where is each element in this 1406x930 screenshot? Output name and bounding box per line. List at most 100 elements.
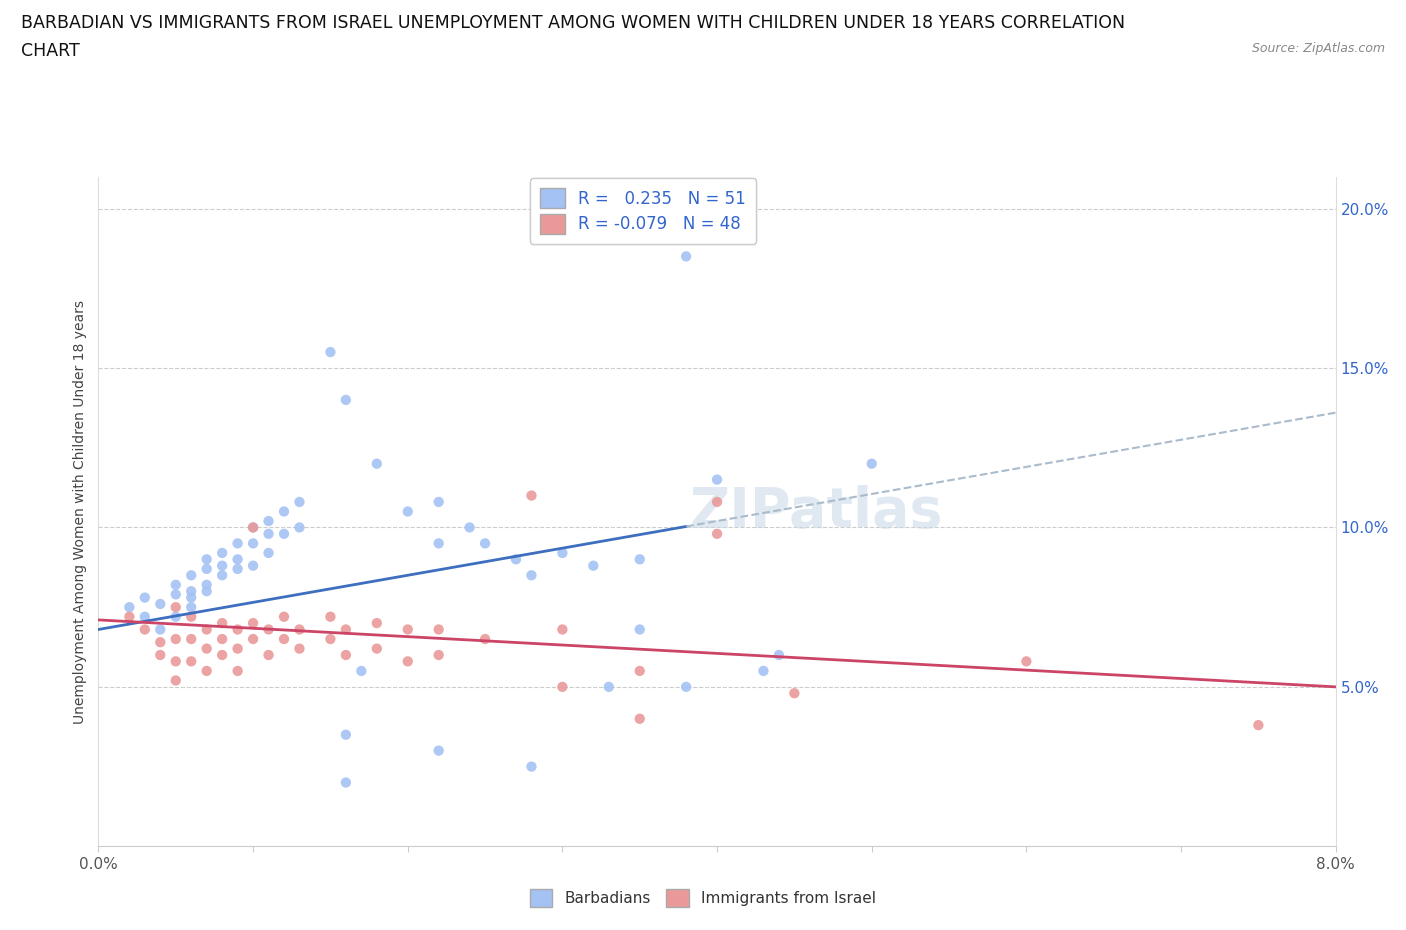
Point	[257, 546, 280, 561]
Point	[628, 663, 651, 678]
Point	[242, 631, 264, 646]
Point	[335, 775, 357, 790]
Point	[211, 546, 233, 561]
Point	[319, 345, 342, 360]
Point	[474, 536, 496, 551]
Point	[257, 513, 280, 528]
Point	[458, 520, 481, 535]
Text: ZIPatlas: ZIPatlas	[689, 485, 943, 538]
Point	[768, 647, 790, 662]
Point	[242, 536, 264, 551]
Point	[242, 520, 264, 535]
Point	[211, 558, 233, 573]
Point	[226, 536, 249, 551]
Point	[242, 616, 264, 631]
Point	[226, 663, 249, 678]
Point	[273, 631, 295, 646]
Text: CHART: CHART	[21, 42, 80, 60]
Point	[165, 587, 187, 602]
Text: BARBADIAN VS IMMIGRANTS FROM ISRAEL UNEMPLOYMENT AMONG WOMEN WITH CHILDREN UNDER: BARBADIAN VS IMMIGRANTS FROM ISRAEL UNEM…	[21, 14, 1125, 32]
Point	[180, 584, 202, 599]
Point	[195, 551, 218, 566]
Point	[195, 622, 218, 637]
Point	[319, 609, 342, 624]
Legend: Barbadians, Immigrants from Israel: Barbadians, Immigrants from Israel	[523, 884, 883, 913]
Point	[180, 568, 202, 583]
Point	[628, 551, 651, 566]
Point	[165, 631, 187, 646]
Point	[226, 641, 249, 656]
Point	[474, 631, 496, 646]
Point	[257, 647, 280, 662]
Point	[180, 654, 202, 669]
Point	[257, 526, 280, 541]
Point	[551, 622, 574, 637]
Point	[520, 568, 543, 583]
Point	[1247, 718, 1270, 733]
Point	[288, 520, 311, 535]
Point	[706, 472, 728, 487]
Point	[752, 663, 775, 678]
Point	[195, 584, 218, 599]
Point	[427, 743, 450, 758]
Point	[427, 495, 450, 510]
Point	[149, 647, 172, 662]
Point	[211, 568, 233, 583]
Point	[211, 647, 233, 662]
Point	[860, 457, 883, 472]
Point	[195, 641, 218, 656]
Point	[211, 631, 233, 646]
Point	[257, 622, 280, 637]
Point	[195, 578, 218, 592]
Point	[288, 495, 311, 510]
Point	[134, 591, 156, 605]
Point	[366, 641, 388, 656]
Point	[427, 647, 450, 662]
Point	[350, 663, 373, 678]
Point	[165, 578, 187, 592]
Point	[134, 609, 156, 624]
Point	[149, 635, 172, 650]
Point	[273, 609, 295, 624]
Point	[242, 558, 264, 573]
Point	[195, 562, 218, 577]
Point	[582, 558, 605, 573]
Point	[520, 488, 543, 503]
Point	[675, 680, 697, 695]
Point	[242, 520, 264, 535]
Point	[165, 654, 187, 669]
Point	[335, 727, 357, 742]
Legend: R =   0.235   N = 51, R = -0.079   N = 48: R = 0.235 N = 51, R = -0.079 N = 48	[530, 179, 756, 244]
Point	[396, 622, 419, 637]
Point	[335, 392, 357, 407]
Point	[149, 622, 172, 637]
Point	[118, 609, 141, 624]
Point	[226, 562, 249, 577]
Point	[288, 622, 311, 637]
Point	[396, 504, 419, 519]
Point	[505, 551, 527, 566]
Point	[118, 600, 141, 615]
Point	[149, 596, 172, 611]
Point	[195, 663, 218, 678]
Point	[226, 551, 249, 566]
Text: Source: ZipAtlas.com: Source: ZipAtlas.com	[1251, 42, 1385, 55]
Point	[551, 680, 574, 695]
Point	[675, 249, 697, 264]
Point	[366, 457, 388, 472]
Point	[165, 609, 187, 624]
Point	[335, 647, 357, 662]
Point	[273, 504, 295, 519]
Point	[180, 600, 202, 615]
Y-axis label: Unemployment Among Women with Children Under 18 years: Unemployment Among Women with Children U…	[73, 299, 87, 724]
Point	[180, 591, 202, 605]
Point	[366, 616, 388, 631]
Point	[783, 685, 806, 700]
Point	[1015, 654, 1038, 669]
Point	[551, 546, 574, 561]
Point	[273, 526, 295, 541]
Point	[180, 609, 202, 624]
Point	[520, 759, 543, 774]
Point	[226, 622, 249, 637]
Point	[288, 641, 311, 656]
